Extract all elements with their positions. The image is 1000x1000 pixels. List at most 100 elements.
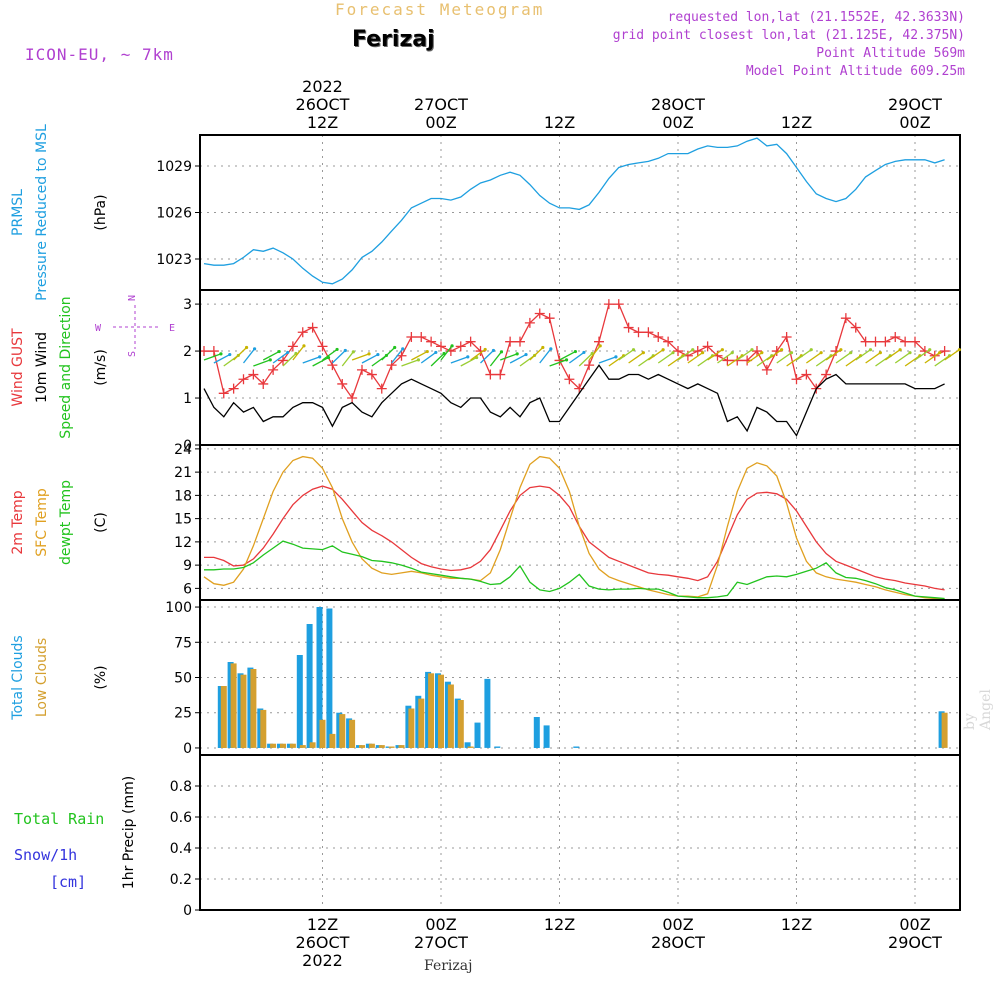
y-tick-label: 0 (183, 741, 192, 757)
top-time-label: 12Z (307, 113, 338, 132)
y-axis-label: dewpt Temp (58, 480, 74, 565)
wind-arrow (657, 352, 674, 364)
wind-arrow (786, 355, 802, 367)
gust-marker (426, 336, 437, 347)
y-tick-label: 0 (183, 903, 192, 919)
forecast-title: Forecast Meteogram (335, 0, 545, 19)
y-tick-label: 1026 (156, 206, 192, 222)
bottom-time-label: 28OCT (651, 933, 705, 952)
gust-marker (840, 313, 851, 324)
gust-marker (623, 322, 634, 333)
gust-marker (544, 313, 555, 324)
top-time-label: 00Z (899, 113, 930, 132)
panel-frame (199, 754, 961, 911)
wind-arrow-head (351, 350, 355, 354)
bottom-time-label: 12Z (307, 915, 338, 934)
gust-marker (633, 327, 644, 338)
wind-arrow (272, 351, 289, 364)
wind-arrow (480, 350, 494, 364)
wind-arrow-head (849, 351, 853, 355)
bottom-time-label: 27OCT (414, 933, 468, 952)
y-axis-label: (m/s) (93, 349, 109, 386)
wind-arrow (253, 359, 271, 367)
wind-arrow-head (671, 351, 675, 355)
wind-arrow (242, 348, 256, 364)
precip-legend-item: [cm] (50, 873, 86, 891)
wind-arrow (489, 351, 502, 367)
y-axis-label: Total Clouds (10, 635, 26, 720)
panel-clouds: 0 25 50 75 100 Total Clouds Low Clouds (%) (10, 599, 961, 757)
gust-marker (406, 331, 417, 342)
gust-marker (673, 346, 683, 357)
bar-clouds-1 (438, 674, 444, 748)
wind-arrow-head (376, 352, 380, 357)
y-tick-label: 0.8 (170, 779, 192, 795)
top-time-label: 29OCT (888, 95, 942, 114)
wind-arrow (766, 349, 782, 361)
gust-marker (337, 378, 348, 389)
wind-arrow (855, 349, 871, 361)
bottom-time-label: 26OCT (296, 933, 350, 952)
bar-clouds-1 (240, 674, 247, 748)
wind-arrow (322, 348, 338, 361)
wind-arrow-head (661, 348, 665, 352)
wind-arrow (894, 352, 911, 364)
wind-arrow (618, 349, 634, 361)
compass-cross (113, 305, 158, 349)
gust-marker (278, 355, 288, 366)
bar-clouds-1 (299, 745, 306, 748)
gust-marker (801, 369, 812, 380)
wind-arrow-head (701, 351, 705, 355)
wind-arrow-head (343, 348, 347, 353)
wind-arrow (707, 349, 723, 361)
gust-marker (228, 383, 239, 394)
wind-arrow (539, 348, 552, 364)
wind-arrow (865, 352, 881, 364)
wind-arrow-head (789, 351, 794, 355)
bar-clouds-1 (220, 686, 227, 748)
wind-arrow (292, 345, 305, 361)
compass-e: E (169, 323, 175, 334)
wind-arrow (233, 347, 248, 361)
gust-marker (850, 322, 861, 333)
y-axis-label: (hPa) (93, 194, 109, 230)
bar-clouds-1 (309, 742, 316, 748)
wind-arrow-head (491, 348, 496, 353)
wind-arrow (312, 356, 329, 367)
compass-w: W (95, 323, 102, 334)
wind-arrow (529, 347, 544, 361)
gust-marker (870, 336, 881, 347)
wind-arrow-head (730, 351, 734, 355)
wind-arrow-head (878, 351, 882, 355)
compass-n: N (127, 295, 138, 301)
wind-arrow (351, 353, 370, 361)
gust-marker (218, 388, 229, 399)
wind-arrow (509, 353, 527, 364)
wind-arrow (213, 353, 231, 364)
gust-marker (554, 355, 565, 366)
wind-arrow-head (614, 355, 618, 359)
wind-arrow (756, 355, 773, 367)
wind-arrow (934, 355, 950, 367)
wind-arrow (904, 355, 921, 367)
bar-clouds-1 (339, 714, 346, 748)
wind-arrow-head (898, 348, 902, 352)
series-line-temperature-2 (204, 540, 945, 600)
gust-marker (939, 346, 950, 357)
wind-arrow-head (631, 348, 636, 352)
gust-marker (238, 374, 249, 385)
gust-marker (653, 331, 664, 342)
wind-arrow (411, 350, 428, 361)
y-tick-label: 15 (174, 512, 192, 528)
wind-arrow (697, 355, 713, 367)
gust-marker (258, 378, 269, 389)
wind-arrow-head (598, 344, 602, 348)
wind-arrow (262, 350, 280, 361)
wind-arrow (500, 353, 518, 361)
wind-arrow-head (515, 352, 519, 356)
bar-clouds-1 (388, 746, 395, 748)
gust-marker (722, 355, 733, 366)
y-tick-label: 25 (174, 706, 192, 722)
gust-marker (880, 336, 891, 347)
panel-frame (199, 444, 961, 601)
